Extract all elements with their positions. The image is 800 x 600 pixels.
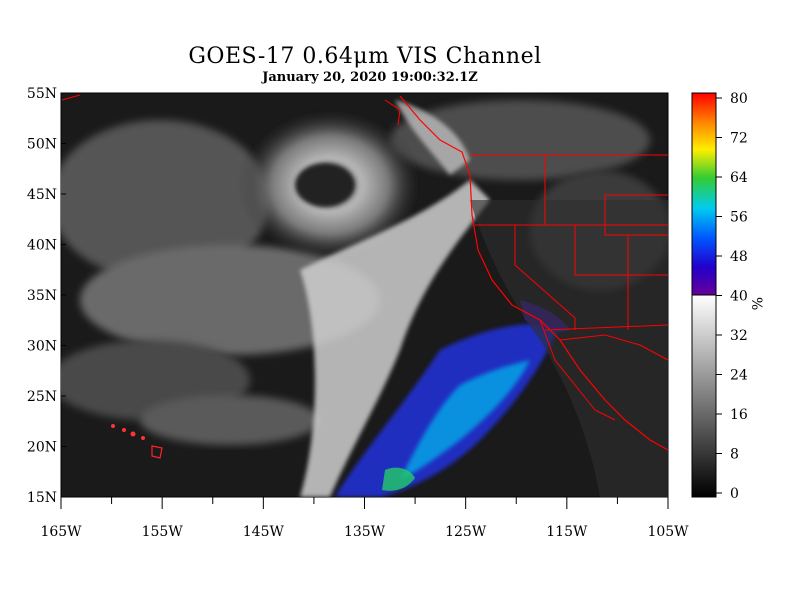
lat-label: 15N <box>27 490 57 506</box>
lat-label: 25N <box>27 389 57 405</box>
lon-label: 125W <box>445 524 487 540</box>
colorbar-upper <box>691 92 717 296</box>
lon-label: 135W <box>344 524 386 540</box>
colorbar-tick-label: 48 <box>730 249 748 265</box>
colorbar-tick-label: 8 <box>730 447 739 463</box>
colorbar-lower <box>691 294 717 498</box>
lat-label: 45N <box>27 187 57 203</box>
lon-label: 105W <box>647 524 689 540</box>
lat-label: 40N <box>27 238 57 254</box>
lon-label: 165W <box>40 524 82 540</box>
lon-label: 145W <box>243 524 285 540</box>
colorbar-tick-label: 24 <box>730 368 748 384</box>
colorbar-unit: % <box>748 297 764 310</box>
lat-label: 20N <box>27 440 57 456</box>
lat-label: 35N <box>27 288 57 304</box>
lat-label: 55N <box>27 86 57 102</box>
chart-title: GOES-17 0.64μm VIS Channel <box>188 44 542 69</box>
colorbar-tick-label: 0 <box>730 486 739 502</box>
colorbar-tick-label: 32 <box>730 328 748 344</box>
lat-label: 50N <box>27 137 57 153</box>
colorbar-tick-label: 80 <box>730 91 748 107</box>
colorbar-tick-label: 16 <box>730 407 748 423</box>
lon-label: 115W <box>546 524 588 540</box>
lon-label: 155W <box>142 524 184 540</box>
chart-subtitle: January 20, 2020 19:00:32.1Z <box>262 70 478 85</box>
cloud-imagery <box>61 94 668 497</box>
colorbar-tick-label: 64 <box>730 170 748 186</box>
colorbar-tick-label: 40 <box>730 289 748 305</box>
lat-label: 30N <box>27 339 57 355</box>
colorbar-tick-label: 56 <box>730 210 748 226</box>
colorbar-tick-label: 72 <box>730 131 748 147</box>
west-coast-line <box>399 95 668 451</box>
